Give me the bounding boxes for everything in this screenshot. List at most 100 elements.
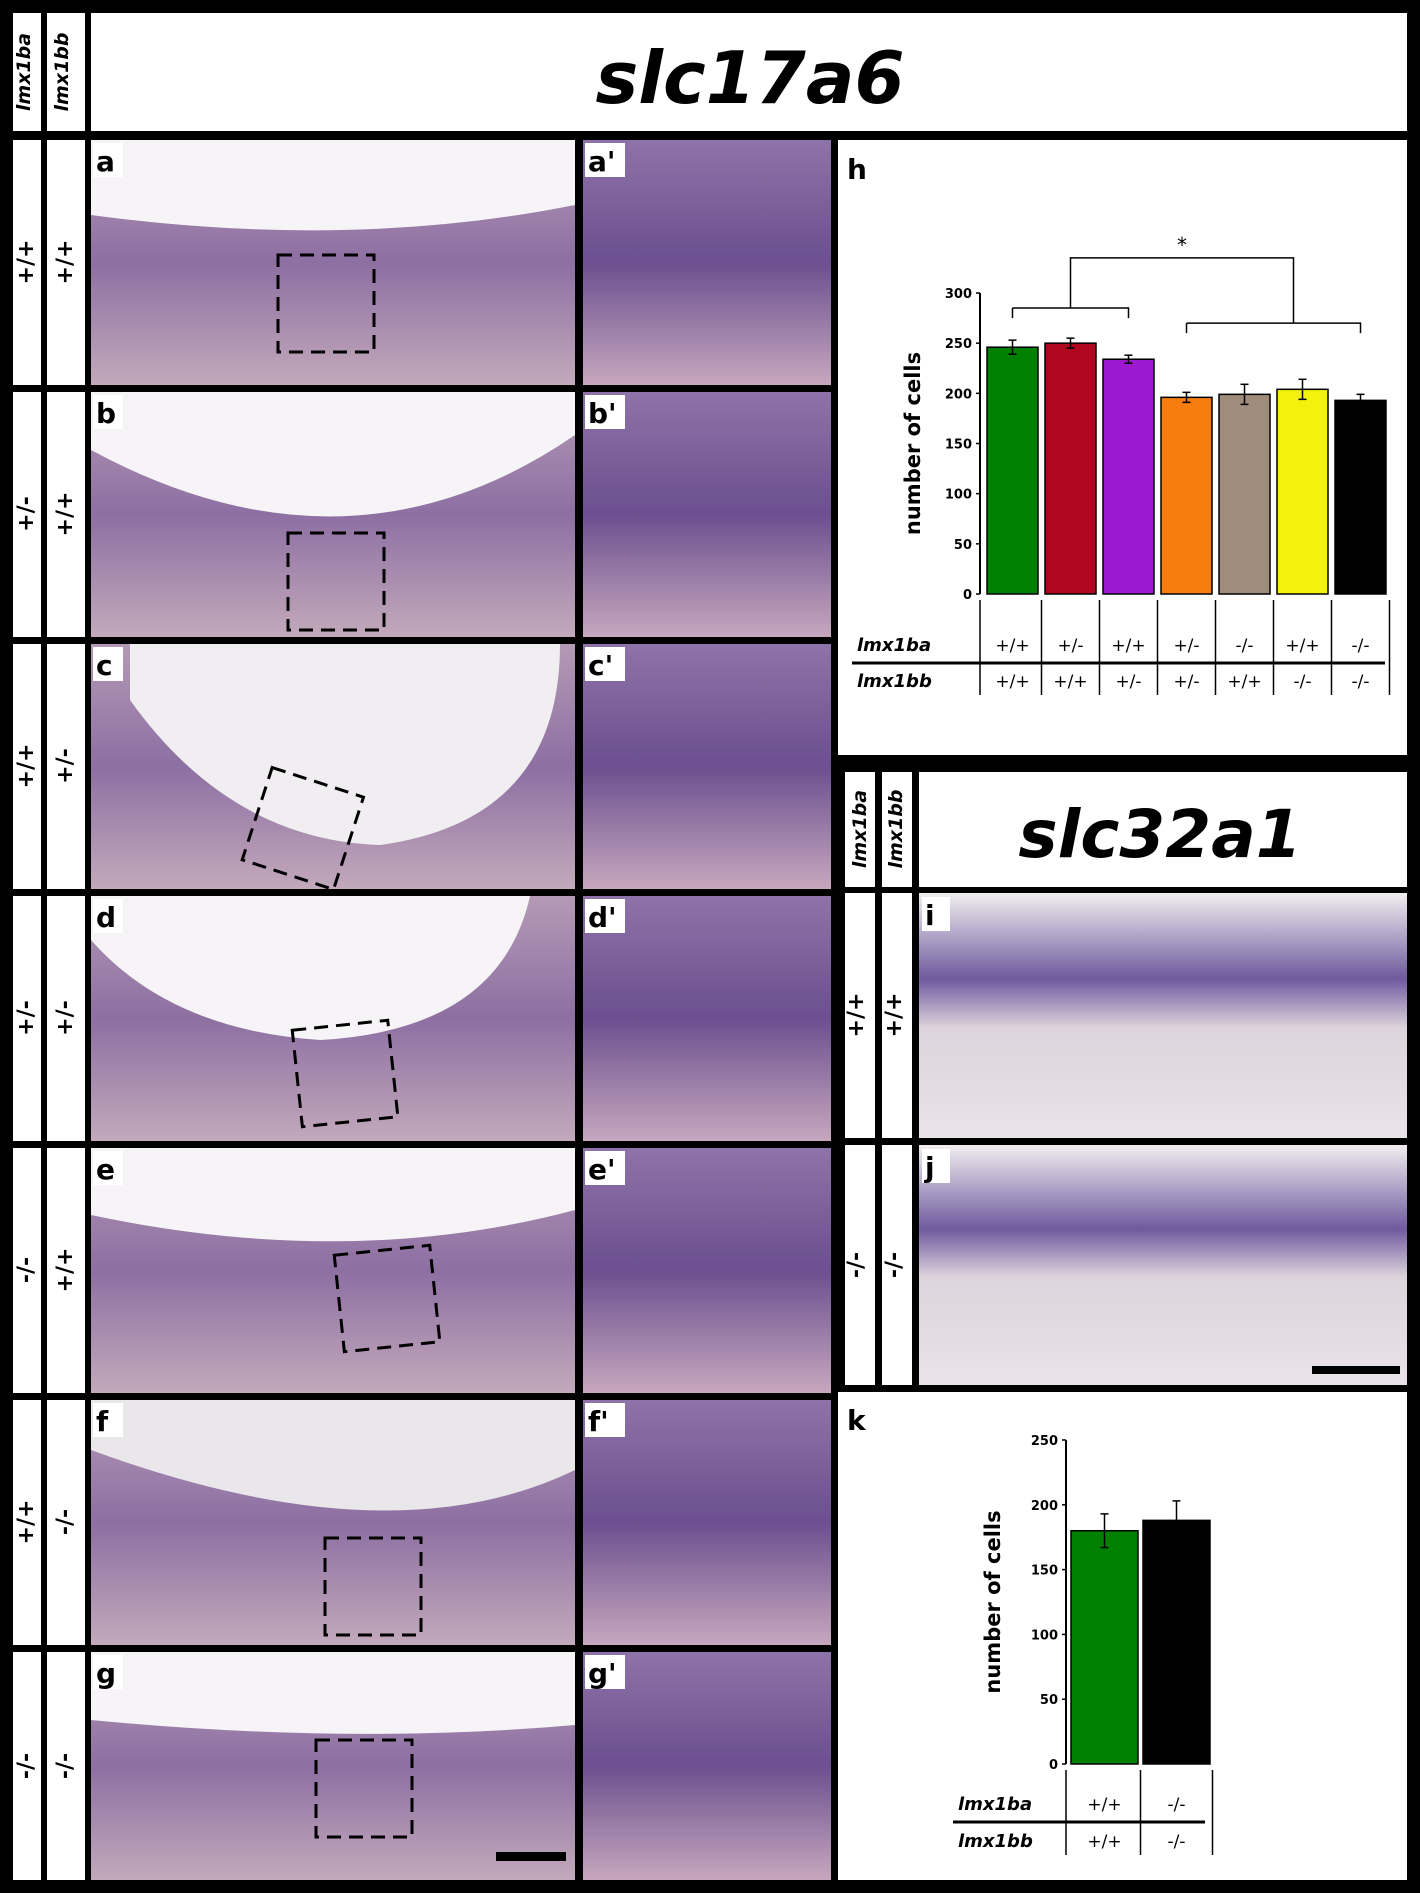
genotype-cell: -/- xyxy=(1168,1795,1186,1815)
zoom-letter-box xyxy=(585,143,625,177)
panel-letters: a a' b b' c c' d d' e e' f f' g g' xyxy=(93,143,625,1690)
photo-i xyxy=(919,893,1407,1138)
inset-box-b xyxy=(286,531,386,632)
significance-bracket xyxy=(1185,322,1362,334)
chart-h: 0 50 100 150 200 250 300 number of cells lmx1ba l… xyxy=(852,233,1391,695)
zoom-letter-b: b' xyxy=(588,397,617,430)
row-f-lmx1ba-cell xyxy=(13,1400,41,1645)
title-cell xyxy=(91,13,1407,131)
genotype-label: +/+ xyxy=(14,1500,39,1545)
panel-letter-box xyxy=(93,143,123,177)
zoom-photo-d xyxy=(583,896,831,1141)
y-tick-label: 100 xyxy=(945,488,972,503)
bar xyxy=(1142,1519,1211,1765)
genotype-label: +/- xyxy=(14,496,39,532)
bar xyxy=(1160,396,1213,595)
panel-letter-a: a xyxy=(96,145,115,178)
table-row-label: lmx1bb xyxy=(958,1831,1033,1852)
genotype-label: +/+ xyxy=(53,492,78,537)
right-header-lmx1bb: lmx1bb xyxy=(885,790,907,869)
header-lmx1bb: lmx1bb xyxy=(51,33,73,112)
row-e-lmx1ba-cell xyxy=(13,1148,41,1393)
genotype-label: +/+ xyxy=(844,993,869,1038)
panel-letter-e: e xyxy=(96,1153,115,1186)
chart-k: 0 50 100 150 200 250 number of cells lmx1ba lmx1… xyxy=(953,1434,1214,1855)
inset-box-f xyxy=(323,1536,423,1637)
bar xyxy=(1276,388,1329,595)
photo-d-background xyxy=(91,896,530,1040)
row-i-lmx1bb-cell xyxy=(882,893,912,1138)
panel-letter-box xyxy=(93,395,123,429)
panel-i-letter-box xyxy=(922,897,950,931)
genotype-label: +/+ xyxy=(53,1248,78,1293)
photo-e-background xyxy=(91,1148,575,1242)
inset-box-a xyxy=(276,253,376,354)
genotype-label: -/- xyxy=(53,1509,78,1535)
inset-box-e xyxy=(332,1243,442,1354)
zoom-letter-box xyxy=(585,1151,625,1185)
genotype-label: -/- xyxy=(14,1753,39,1779)
photo-g-background xyxy=(91,1652,575,1734)
right-header-lmx1ba-cell xyxy=(845,772,875,887)
row-j-lmx1ba-cell xyxy=(845,1145,875,1385)
panel-letter-h: h xyxy=(847,153,867,186)
photo-a-background xyxy=(91,140,575,231)
y-tick-label: 50 xyxy=(1040,1693,1058,1708)
row-f-lmx1bb-cell xyxy=(47,1400,85,1645)
panel-letter-b: b xyxy=(96,397,116,430)
row-i-lmx1ba-cell xyxy=(845,893,875,1138)
photo-j xyxy=(919,1145,1407,1385)
row-j-lmx1bb-cell xyxy=(882,1145,912,1385)
right-gene-title: slc32a1 xyxy=(1018,796,1301,873)
genotype-label: +/+ xyxy=(14,240,39,285)
genotype-cell: +/+ xyxy=(995,672,1029,692)
significance-bracket xyxy=(1011,307,1130,319)
header-lmx1ba: lmx1ba xyxy=(13,33,35,111)
genotype-cell: +/+ xyxy=(1111,636,1145,656)
y-tick-label: 150 xyxy=(1031,1564,1058,1579)
genotype-cell: +/- xyxy=(1115,672,1141,692)
top-gene-title: slc17a6 xyxy=(595,36,904,120)
row-b-lmx1ba-cell xyxy=(13,392,41,637)
significance-star: * xyxy=(1177,233,1187,257)
y-axis-label: number of cells xyxy=(901,352,925,535)
panel-letter-j: j xyxy=(924,1151,935,1184)
row-b-lmx1bb-cell xyxy=(47,392,85,637)
zoom-photo-f xyxy=(583,1400,831,1645)
genotype-cell: +/+ xyxy=(1087,1795,1121,1815)
genotype-cell: -/- xyxy=(1352,636,1370,656)
genotype-cell: -/- xyxy=(1236,636,1254,656)
photo-c-background xyxy=(130,644,560,845)
panel-j-letter-box xyxy=(922,1149,950,1183)
panel-letter-box xyxy=(93,1655,123,1689)
genotype-label: +/- xyxy=(53,748,78,784)
zoom-letter-a: a' xyxy=(588,145,615,178)
zoom-photo-e xyxy=(583,1148,831,1393)
bar xyxy=(1102,358,1155,595)
zoom-letter-c: c' xyxy=(588,649,613,682)
right-header-lmx1ba: lmx1ba xyxy=(849,790,871,868)
scale-bar-left xyxy=(496,1852,566,1861)
panel-letter-f: f xyxy=(96,1405,109,1438)
table-row-label: lmx1ba xyxy=(857,635,931,656)
genotype-label: +/- xyxy=(53,1000,78,1036)
genotype-cell: +/- xyxy=(1173,636,1199,656)
zoom-letter-box xyxy=(585,1403,625,1437)
panel-letter-i: i xyxy=(925,899,935,932)
y-tick-label: 200 xyxy=(1031,1499,1058,1514)
genotype-label: +/+ xyxy=(14,744,39,789)
genotype-cell: -/- xyxy=(1294,672,1312,692)
bar xyxy=(1070,1529,1139,1765)
y-tick-label: 0 xyxy=(1049,1758,1058,1773)
bar xyxy=(1218,393,1271,595)
zoom-letter-f: f' xyxy=(588,1405,609,1438)
panel-letter-box xyxy=(93,1151,123,1185)
panel-letter-d: d xyxy=(96,901,116,934)
genotype-label: +/- xyxy=(14,1000,39,1036)
inset-box-c xyxy=(240,765,366,892)
genotype-cell: +/+ xyxy=(1285,636,1319,656)
bar xyxy=(1044,342,1097,595)
zoom-letter-box xyxy=(585,899,625,933)
photo-b-background xyxy=(91,392,575,517)
genotype-cell: -/- xyxy=(1168,1832,1186,1852)
